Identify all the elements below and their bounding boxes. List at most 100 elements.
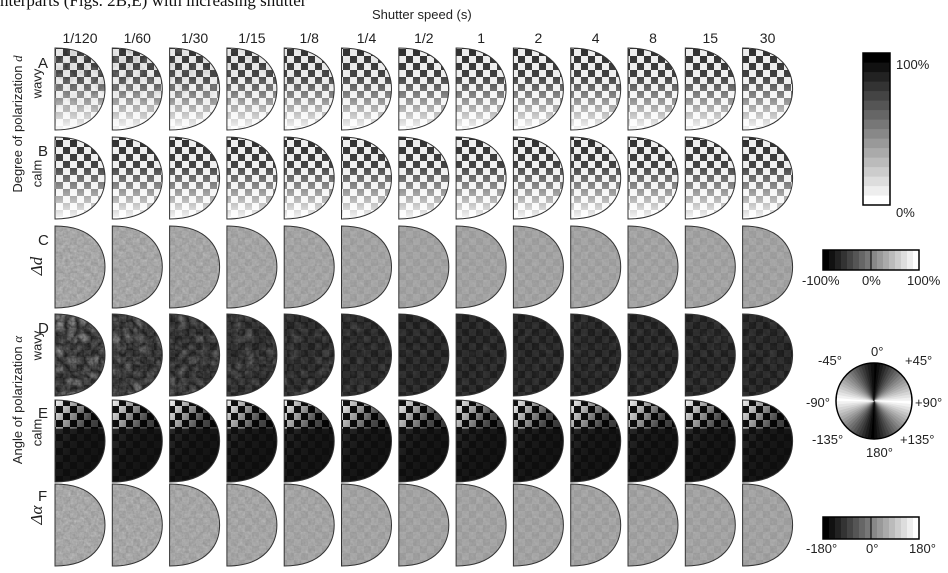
- panel-outline: [398, 399, 450, 483]
- panel-c-2: [112, 226, 163, 308]
- panel-c-4: [226, 226, 277, 308]
- panel-c-5: [284, 226, 335, 308]
- panel-e-1: [55, 400, 105, 482]
- panel-outline: [570, 225, 622, 309]
- angle-legend-minus135: -135°: [812, 432, 844, 447]
- panel-outline: [341, 399, 393, 483]
- panel-f-11: [628, 484, 678, 566]
- angle-legend-plus90: +90°: [915, 395, 943, 410]
- panel-outline: [226, 225, 278, 309]
- degree-legend-max: 100%: [896, 57, 930, 72]
- panel-outline: [455, 225, 507, 309]
- degree-colorbar: [862, 52, 891, 206]
- panel-c-10: [570, 226, 621, 308]
- shutter-speed-label: 1/8: [299, 30, 319, 46]
- shutter-speed-label: 1/60: [123, 30, 151, 46]
- panel-a-13: [742, 48, 793, 130]
- panel-d-11: [628, 314, 678, 396]
- panel-outline: [226, 399, 278, 483]
- panel-outline: [742, 136, 794, 220]
- panel-outline: [283, 313, 335, 397]
- panel-outline: [512, 483, 564, 567]
- panel-d-4: [226, 314, 277, 396]
- panel-outline: [570, 399, 622, 483]
- panel-outline: [226, 47, 278, 131]
- panel-outline: [283, 136, 335, 220]
- panel-c-6: [341, 226, 392, 308]
- panel-c-7: [398, 226, 449, 308]
- panel-d-2: [112, 314, 163, 396]
- panel-outline: [570, 313, 622, 397]
- panel-e-2: [112, 400, 163, 482]
- panel-outline: [684, 47, 736, 131]
- degree-legend-min: 0%: [896, 205, 915, 220]
- panel-d-6: [341, 314, 392, 396]
- panel-outline: [283, 399, 335, 483]
- shutter-speed-label: 1: [477, 30, 485, 46]
- panel-outline: [684, 225, 736, 309]
- panel-outline: [570, 47, 622, 131]
- panel-d-3: [169, 314, 220, 396]
- shutter-speed-label: 1/120: [62, 30, 98, 46]
- panel-c-1: [55, 226, 105, 308]
- panel-outline: [398, 136, 450, 220]
- panel-outline: [341, 313, 393, 397]
- delta-alpha-legend-max: 180°: [909, 541, 936, 556]
- panel-f-6: [341, 484, 392, 566]
- panel-a-10: [570, 48, 621, 130]
- panel-d-8: [456, 314, 507, 396]
- panel-e-7: [398, 400, 449, 482]
- panel-f-13: [742, 484, 793, 566]
- panel-e-11: [628, 400, 678, 482]
- panel-b-10: [570, 137, 621, 219]
- panel-f-1: [55, 484, 105, 566]
- panel-e-9: [513, 400, 564, 482]
- panel-outline: [226, 483, 278, 567]
- panel-outline: [512, 225, 564, 309]
- panel-outline: [570, 483, 622, 567]
- panel-outline: [742, 483, 794, 567]
- panel-outline: [169, 136, 221, 220]
- angle-legend-plus45: +45°: [905, 353, 933, 368]
- panel-outline: [169, 47, 221, 131]
- x-axis-title: Shutter speed (s): [372, 7, 472, 22]
- panel-f-2: [112, 484, 163, 566]
- panel-c-3: [169, 226, 220, 308]
- row-letter-d: D: [38, 320, 49, 337]
- panel-e-4: [226, 400, 277, 482]
- panel-outline: [283, 483, 335, 567]
- delta-alpha-legend-min: -180°: [806, 541, 838, 556]
- panel-outline: [54, 47, 106, 131]
- panel-e-13: [742, 400, 793, 482]
- panel-outline: [455, 483, 507, 567]
- panel-outline: [226, 313, 278, 397]
- panel-outline: [169, 313, 221, 397]
- shutter-speed-label: 1/15: [238, 30, 266, 46]
- panel-outline: [684, 399, 736, 483]
- panel-e-5: [284, 400, 335, 482]
- panel-d-5: [284, 314, 335, 396]
- panel-b-1: [55, 137, 105, 219]
- panel-b-6: [341, 137, 392, 219]
- panel-outline: [742, 399, 794, 483]
- panel-a-5: [284, 48, 335, 130]
- panel-outline: [341, 483, 393, 567]
- panel-outline: [111, 47, 163, 131]
- angle-legend-plus135: +135°: [900, 432, 935, 447]
- panel-outline: [455, 399, 507, 483]
- panel-d-12: [685, 314, 736, 396]
- shutter-speed-label: 30: [759, 30, 776, 46]
- panel-outline: [398, 47, 450, 131]
- panel-f-7: [398, 484, 449, 566]
- panel-outline: [341, 47, 393, 131]
- panel-b-9: [513, 137, 564, 219]
- panel-f-10: [570, 484, 621, 566]
- panel-outline: [627, 313, 679, 397]
- panel-a-9: [513, 48, 564, 130]
- panel-a-2: [112, 48, 163, 130]
- panel-f-3: [169, 484, 220, 566]
- panel-b-2: [112, 137, 163, 219]
- panel-outline: [54, 136, 106, 220]
- panel-outline: [512, 313, 564, 397]
- panel-b-4: [226, 137, 277, 219]
